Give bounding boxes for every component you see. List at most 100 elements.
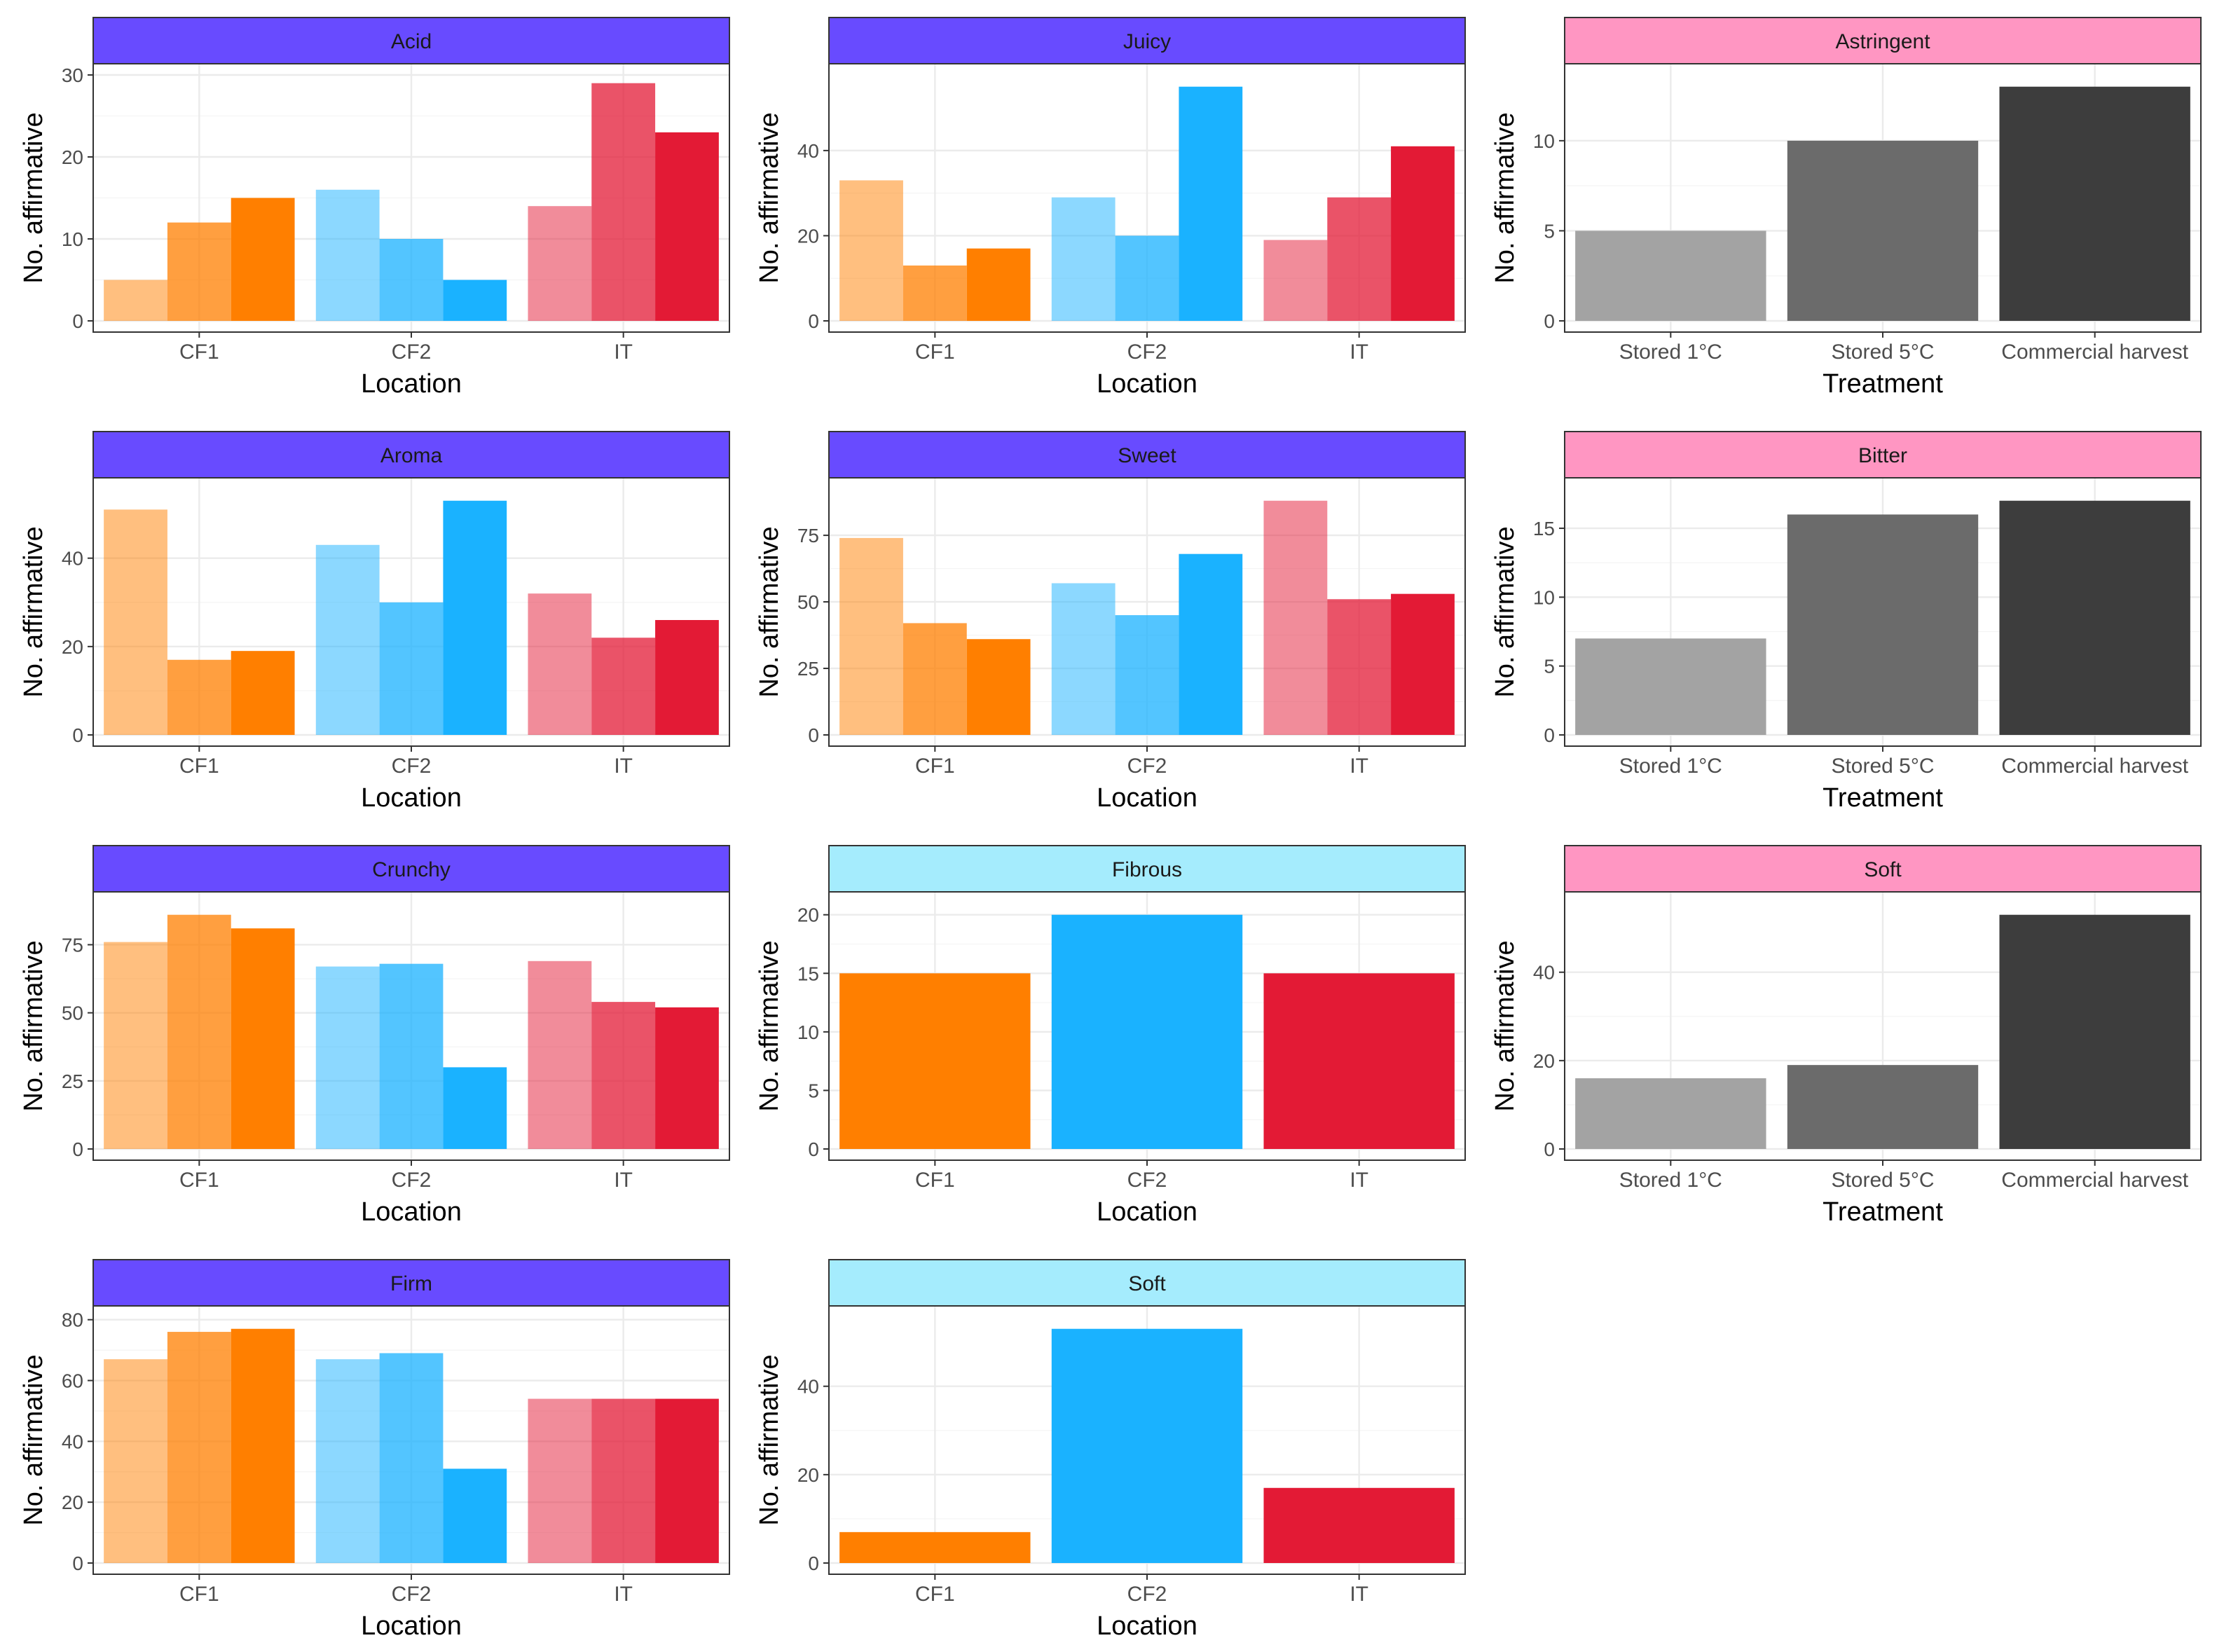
y-axis-title: No. affirmative <box>1490 112 1520 283</box>
facet-strip <box>92 845 730 893</box>
panel-svg: Bitter 0 5 10 15 Stored 1°C Stored 5°C Commerci… <box>1490 431 2202 813</box>
x-axis-title: Location <box>361 1611 462 1641</box>
facet-strip <box>828 845 1466 893</box>
bar-it-3 <box>655 1007 719 1149</box>
panel-soft-11: Soft 0 20 40 CF1 CF2 IT Location No. affirmative <box>736 1259 1471 1652</box>
facet-title: Fibrous <box>1112 858 1182 881</box>
panel-svg: Astringent 0 5 10 Stored 1°C Stored 5°C Commer… <box>1490 17 2202 399</box>
bar-2 <box>1787 514 1979 735</box>
facet-strip <box>828 17 1466 64</box>
bar-it-3 <box>1391 146 1455 321</box>
bar-it-2 <box>591 83 656 321</box>
x-tick-label: CF1 <box>179 1169 219 1192</box>
y-tick-label: 40 <box>1533 962 1555 984</box>
bar-it-1 <box>1263 500 1328 735</box>
bar-3 <box>1263 1487 1455 1563</box>
bar-1 <box>1575 638 1766 735</box>
bar-3 <box>1999 500 2190 735</box>
bar-cf1-2 <box>167 222 231 321</box>
bar-cf2-3 <box>443 1067 507 1149</box>
x-tick-label: IT <box>614 340 633 364</box>
panel-svg: Crunchy 0 25 50 75 CF1 CF2 IT Location No. affirm… <box>19 845 730 1227</box>
x-tick-label: CF2 <box>1127 755 1167 778</box>
x-axis-title: Location <box>1097 1197 1197 1227</box>
bar-cf2-1 <box>315 1359 380 1563</box>
bar-cf2-1 <box>1051 583 1116 735</box>
bar-it-1 <box>528 593 592 735</box>
x-tick-label: CF2 <box>392 1583 432 1606</box>
y-tick-label: 75 <box>62 934 83 956</box>
y-tick-label: 15 <box>1533 518 1555 539</box>
y-tick-label: 40 <box>797 140 819 162</box>
bar-cf2-1 <box>315 966 380 1149</box>
y-tick-label: 20 <box>62 1492 83 1513</box>
y-tick-label: 10 <box>62 228 83 250</box>
y-tick-label: 0 <box>1544 724 1555 746</box>
facet-title: Astringent <box>1835 30 1930 53</box>
panel-svg: Fibrous 0 5 10 15 20 CF1 CF2 IT Location No. affir… <box>755 845 1466 1227</box>
y-tick-label: 25 <box>62 1071 83 1092</box>
bar-cf1-1 <box>839 180 903 321</box>
y-tick-label: 20 <box>797 225 819 247</box>
bar-cf2-2 <box>379 1353 444 1563</box>
x-tick-label: Stored 5°C <box>1831 1169 1934 1192</box>
x-tick-label: CF2 <box>1127 1169 1167 1192</box>
y-axis-title: No. affirmative <box>19 526 48 697</box>
x-tick-label: Commercial harvest <box>2001 1169 2188 1192</box>
x-axis-title: Location <box>1097 369 1197 399</box>
facet-strip <box>828 1259 1466 1307</box>
x-axis-title: Treatment <box>1823 1197 1943 1227</box>
y-tick-label: 25 <box>797 658 819 680</box>
y-tick-label: 0 <box>808 1553 819 1574</box>
bar-it-1 <box>528 1398 592 1563</box>
y-tick-label: 40 <box>62 548 83 570</box>
x-tick-label: CF2 <box>392 755 432 778</box>
y-axis-title: No. affirmative <box>19 940 48 1111</box>
facet-strip <box>92 1259 730 1307</box>
bar-cf1-1 <box>104 942 167 1149</box>
bar-cf1-3 <box>231 1328 295 1563</box>
panel-svg: Juicy 0 20 40 CF1 CF2 IT Location No. affirmativ… <box>755 17 1466 399</box>
panel-bitter-6: Bitter 0 5 10 15 Stored 1°C Stored 5°C Commerci… <box>1471 431 2207 824</box>
bar-it-1 <box>1263 240 1328 321</box>
bar-3 <box>1263 973 1455 1149</box>
bar-3 <box>1999 86 2190 321</box>
x-tick-label: Stored 5°C <box>1831 340 1934 364</box>
bar-cf1-3 <box>966 639 1031 735</box>
y-axis-title: No. affirmative <box>755 526 784 697</box>
facet-strip <box>92 17 730 64</box>
y-tick-label: 80 <box>62 1309 83 1331</box>
bar-cf2-2 <box>1115 235 1179 321</box>
bar-it-2 <box>591 638 656 735</box>
y-tick-label: 10 <box>1533 586 1555 608</box>
bar-cf2-1 <box>1051 197 1116 321</box>
x-tick-label: CF2 <box>392 1169 432 1192</box>
y-tick-label: 10 <box>1533 130 1555 152</box>
y-tick-label: 0 <box>808 724 819 746</box>
panel-svg: Aroma 0 20 40 CF1 CF2 IT Location No. affirmativ… <box>19 431 730 813</box>
bar-cf2-1 <box>315 544 380 735</box>
bar-cf1-2 <box>167 659 231 735</box>
facet-title: Juicy <box>1123 30 1171 53</box>
facet-title: Acid <box>391 30 432 53</box>
y-tick-label: 30 <box>62 64 83 86</box>
bar-cf2-2 <box>379 963 444 1149</box>
facet-strip <box>828 431 1466 479</box>
bar-3 <box>1999 914 2190 1149</box>
x-axis-title: Location <box>1097 1611 1197 1641</box>
panel-soft-9: Soft 0 20 40 Stored 1°C Stored 5°C Commercial … <box>1471 845 2207 1238</box>
bar-cf2-2 <box>1115 615 1179 735</box>
x-tick-label: IT <box>614 1583 633 1606</box>
y-axis-title: No. affirmative <box>1490 940 1520 1111</box>
facet-title: Crunchy <box>372 858 451 881</box>
y-tick-label: 5 <box>1544 656 1555 677</box>
x-axis-title: Location <box>361 1197 462 1227</box>
x-tick-label: Commercial harvest <box>2001 755 2188 778</box>
x-tick-label: CF2 <box>392 340 432 364</box>
panel-sweet-5: Sweet 0 25 50 75 CF1 CF2 IT Location No. affirmat… <box>736 431 1471 824</box>
bar-cf1-1 <box>104 1359 167 1563</box>
panel-fibrous-8: Fibrous 0 5 10 15 20 CF1 CF2 IT Location No. affir… <box>736 845 1471 1238</box>
facet-title: Aroma <box>380 444 443 467</box>
bar-cf1-2 <box>902 623 967 735</box>
